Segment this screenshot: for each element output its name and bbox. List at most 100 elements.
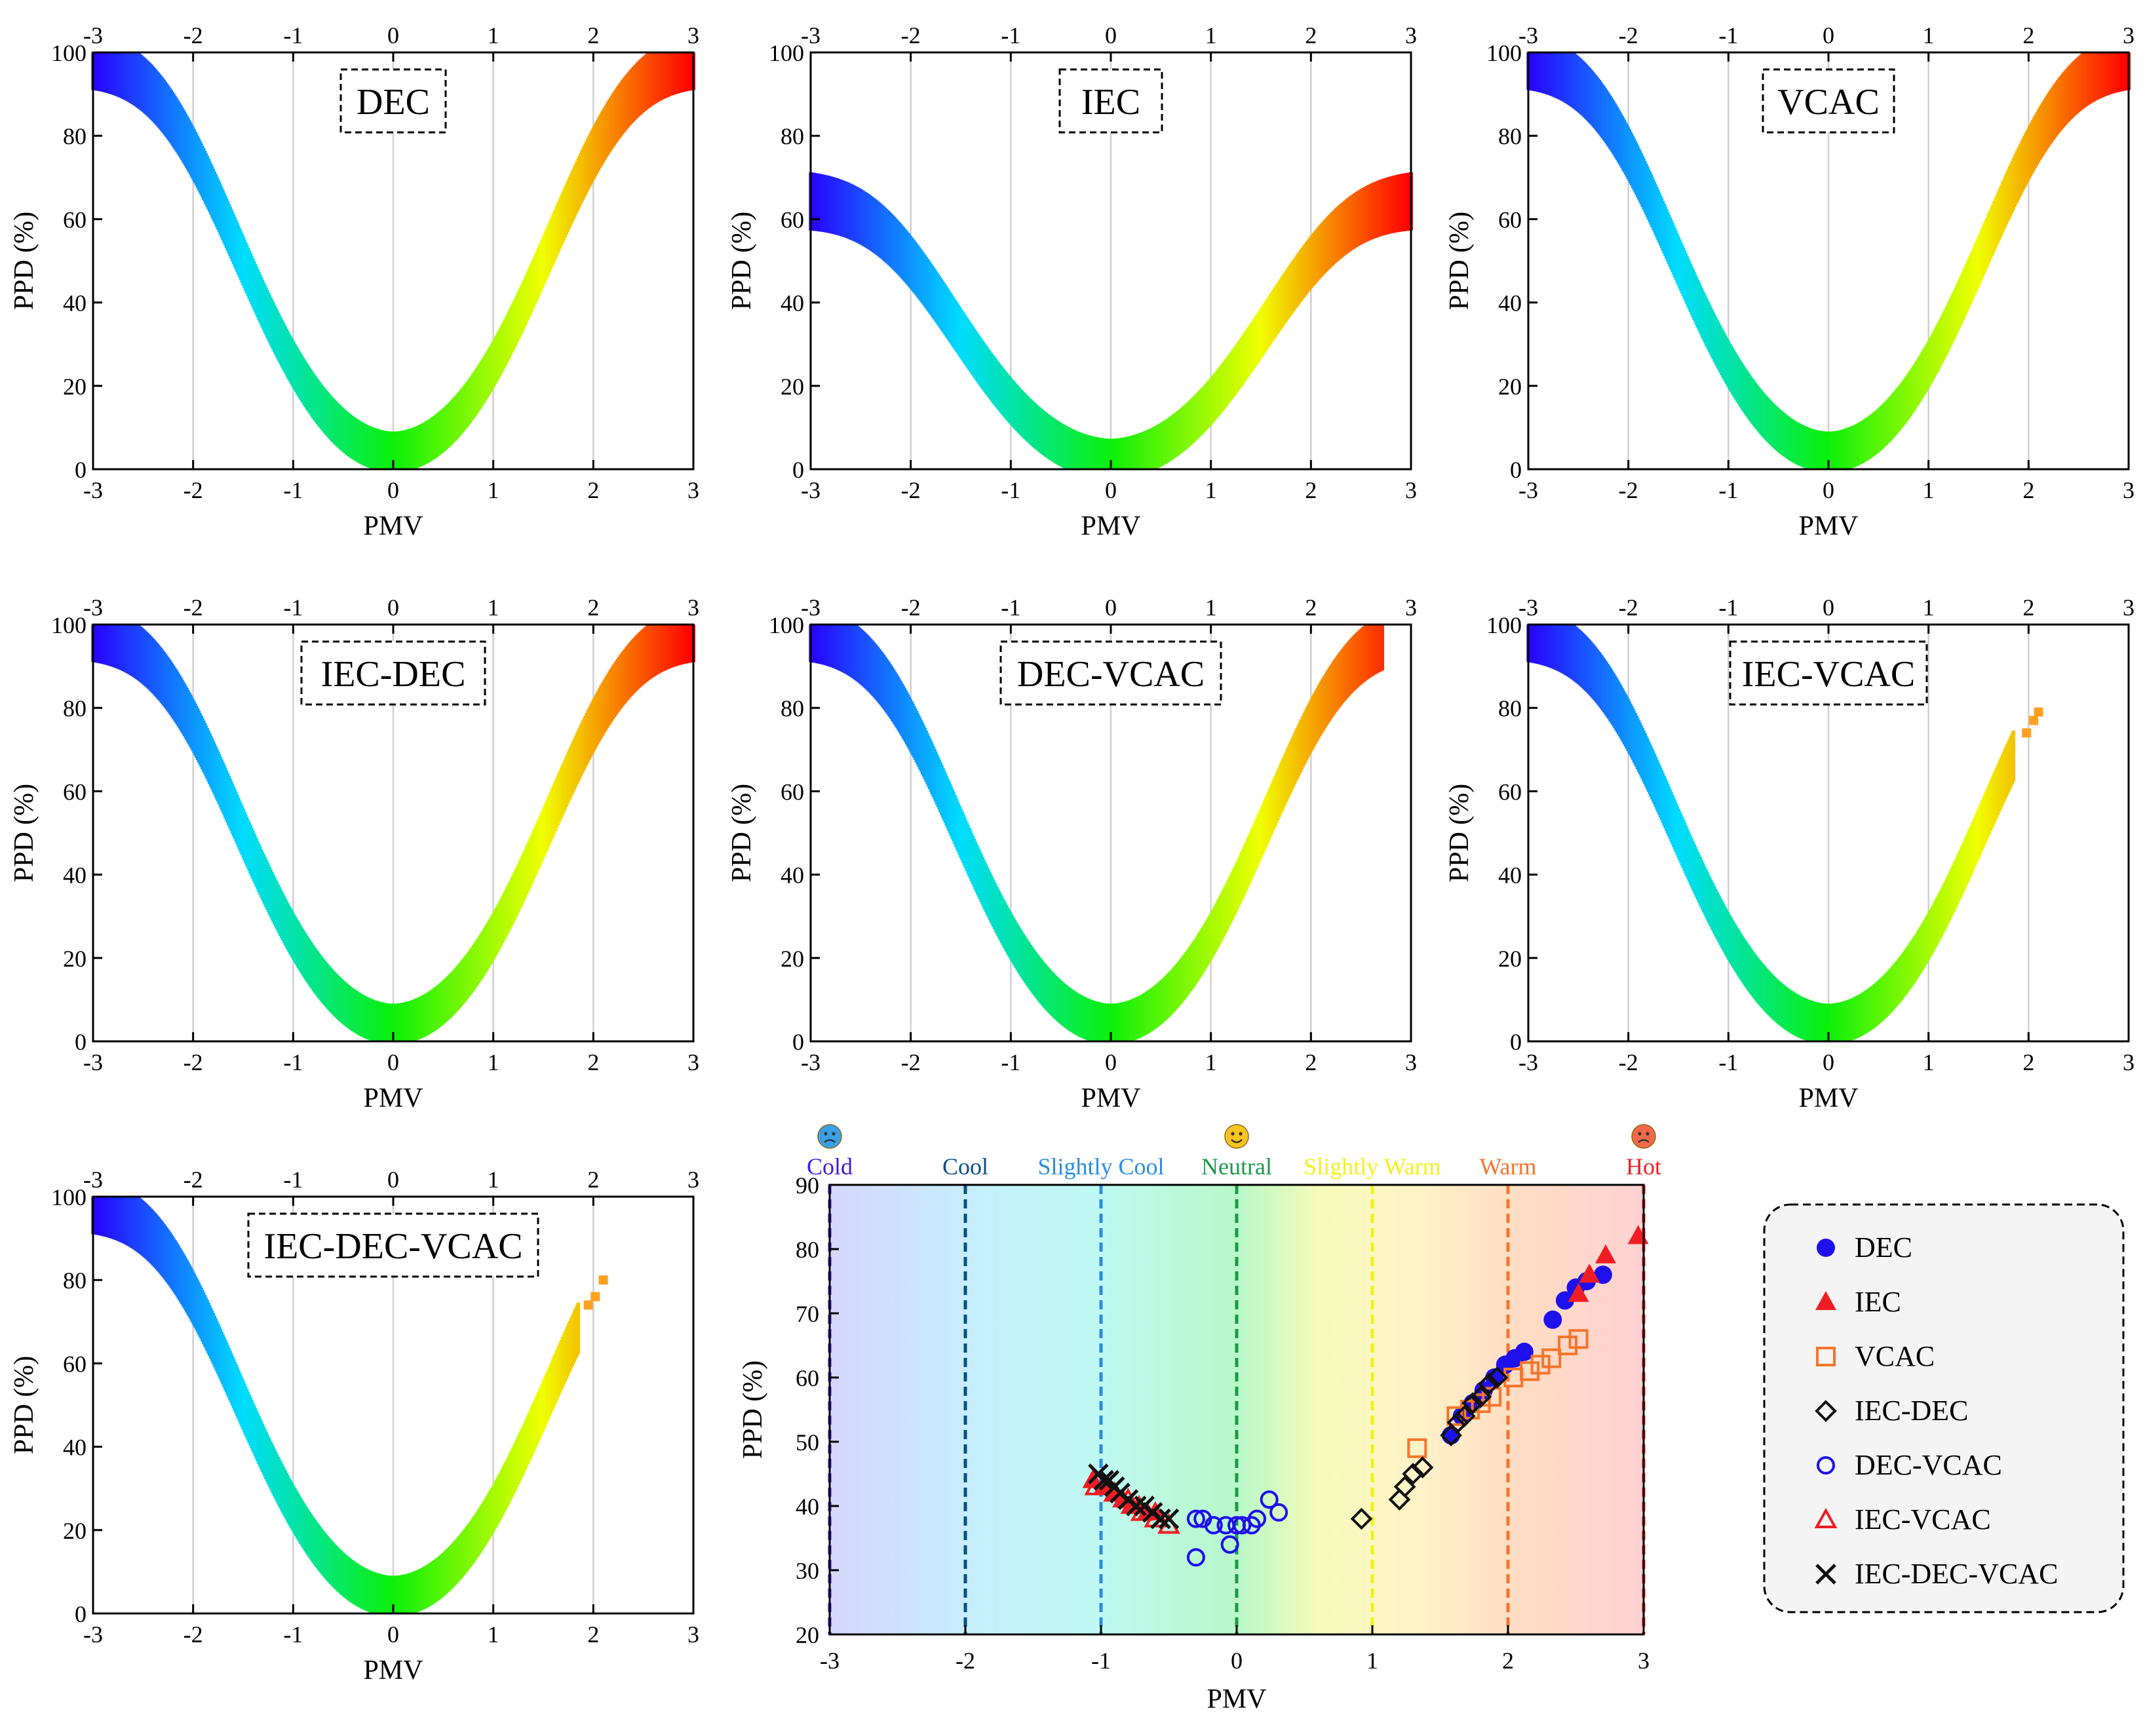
- x-tick-label-top: 2: [2022, 22, 2034, 48]
- y-tick-label: 0: [75, 457, 87, 483]
- x-tick-label: 2: [1502, 1648, 1514, 1674]
- x-tick-label-top: -2: [184, 1167, 203, 1193]
- x-tick-label-top: 1: [488, 1167, 499, 1193]
- panel-iec-dec-vcac: -3 -3 -2 -2 -1 -1 0 0 1 1 2 2 3 3 0 20 40 60 80 100 PMV PPD (…: [9, 1167, 699, 1686]
- y-axis-label: PPD (%): [9, 1356, 39, 1455]
- y-tick-label: 60: [63, 1351, 87, 1377]
- y-tick-label: 50: [796, 1429, 819, 1456]
- legend-item: IEC: [1815, 1286, 1901, 1318]
- y-tick-label: 20: [1498, 946, 1522, 972]
- x-tick-label-top: -3: [83, 22, 103, 48]
- x-tick-label: 1: [488, 477, 499, 503]
- y-tick-label: 60: [796, 1365, 819, 1391]
- x-tick-label: 3: [1405, 1049, 1417, 1075]
- x-tick-label: -1: [1718, 1049, 1738, 1075]
- y-axis-label: PPD (%): [738, 1360, 768, 1459]
- y-tick-label: 0: [1510, 457, 1522, 483]
- title-box: [1729, 640, 1928, 706]
- y-tick-label: 80: [63, 695, 87, 722]
- chart-title: IEC: [1081, 82, 1140, 123]
- y-tick-label: 0: [792, 1029, 804, 1055]
- y-tick-label: 100: [1486, 40, 1522, 66]
- x-tick-label: -1: [283, 477, 303, 503]
- x-tick-label: -2: [1619, 1049, 1638, 1075]
- x-tick-label: 3: [1638, 1648, 1650, 1674]
- chart-title: IEC-DEC-VCAC: [263, 1226, 522, 1267]
- ppd-point-cloud: [91, 1197, 608, 1613]
- y-tick-label: 0: [75, 1029, 87, 1055]
- legend-box: [1763, 1203, 2125, 1613]
- panel-iec: -3 -3 -2 -2 -1 -1 0 0 1 1 2 2 3 3 0 20 40 60 80 100 PMV PPD (…: [727, 22, 1417, 541]
- data-point: [1411, 1456, 1434, 1479]
- zone-label: Slightly Warm: [1304, 1153, 1440, 1180]
- x-tick-label-top: 0: [387, 22, 399, 48]
- data-point: [1530, 1355, 1551, 1375]
- x-tick-label-top: 0: [387, 1167, 399, 1193]
- x-tick-label: 2: [1305, 477, 1317, 503]
- x-tick-label-top: 3: [687, 594, 699, 621]
- y-tick-label: 40: [781, 862, 804, 889]
- x-tick-label-top: 3: [1405, 22, 1417, 48]
- legend: DEC IEC VCAC IEC-DEC DEC-VCAC IEC-VCAC IEC-DEC…: [1763, 1203, 2125, 1613]
- x-tick-label-top: 0: [1105, 22, 1117, 48]
- x-tick-label-top: 2: [1305, 22, 1317, 48]
- x-tick-label-top: -1: [283, 594, 303, 621]
- panel-iec-dec: -3 -3 -2 -2 -1 -1 0 0 1 1 2 2 3 3 0 20 40 60 80 100 PMV PPD (…: [9, 594, 699, 1113]
- data-point: [1817, 1239, 1835, 1257]
- x-tick-label-top: -3: [1518, 594, 1538, 621]
- y-tick-label: 100: [51, 40, 87, 66]
- series-dec-vcac: [1186, 1490, 1288, 1567]
- data-point: [1543, 1310, 1562, 1329]
- y-tick-label: 80: [1498, 123, 1522, 149]
- data-point: [1814, 1507, 1838, 1528]
- data-point: [1815, 1564, 1836, 1585]
- x-tick-label-top: 0: [1823, 594, 1834, 621]
- title-box: [300, 640, 486, 706]
- legend-item: VCAC: [1816, 1340, 1935, 1372]
- x-axis-label: PMV: [1798, 1083, 1858, 1113]
- data-point: [1453, 1404, 1476, 1427]
- y-tick-label: 60: [63, 206, 87, 233]
- ppd-point-cloud: [91, 625, 695, 1041]
- angry-emoji-icon: [1631, 1124, 1656, 1149]
- chart-title: DEC-VCAC: [1017, 654, 1205, 695]
- data-point: [1186, 1509, 1205, 1528]
- data-point: [2034, 707, 2043, 717]
- chart-title: IEC-DEC: [321, 654, 466, 695]
- x-tick-label: 0: [387, 1049, 399, 1075]
- x-tick-label: 2: [587, 1621, 599, 1648]
- series-iec-dec: [1350, 1366, 1509, 1530]
- x-tick-label-top: 2: [587, 22, 599, 48]
- data-point: [1515, 1342, 1534, 1361]
- y-tick-label: 80: [63, 123, 87, 149]
- x-tick-label: 1: [488, 1049, 499, 1075]
- data-point: [1469, 1385, 1492, 1408]
- x-tick-label: -1: [283, 1621, 303, 1648]
- x-tick-label-top: -1: [283, 1167, 303, 1193]
- zone-label: Slightly Cool: [1037, 1153, 1164, 1180]
- x-tick-label-top: 3: [2123, 594, 2135, 621]
- y-tick-label: 60: [781, 779, 804, 805]
- y-tick-label: 60: [1498, 206, 1522, 233]
- x-tick-label: 3: [1405, 477, 1417, 503]
- data-point: [1558, 1336, 1578, 1355]
- data-point: [1478, 1372, 1500, 1395]
- x-tick-label: -1: [1001, 477, 1020, 503]
- x-tick-label-top: 1: [488, 22, 499, 48]
- x-tick-label-top: 3: [2123, 22, 2135, 48]
- data-point: [583, 1300, 593, 1310]
- x-tick-label: 0: [1823, 1049, 1834, 1075]
- legend-label: IEC-DEC: [1855, 1395, 1969, 1427]
- data-point: [598, 1275, 608, 1285]
- x-tick-label: -3: [801, 1049, 821, 1075]
- y-tick-label: 20: [1498, 374, 1522, 400]
- x-axis-label: PMV: [1798, 511, 1858, 541]
- title-box: [247, 1212, 539, 1278]
- y-tick-label: 40: [63, 290, 87, 317]
- y-tick-label: 80: [1498, 695, 1522, 722]
- x-tick-label-top: 1: [488, 594, 499, 621]
- x-tick-label: 2: [1305, 1049, 1317, 1075]
- legend-item: IEC-DEC-VCAC: [1815, 1558, 2058, 1590]
- data-point: [1269, 1503, 1288, 1522]
